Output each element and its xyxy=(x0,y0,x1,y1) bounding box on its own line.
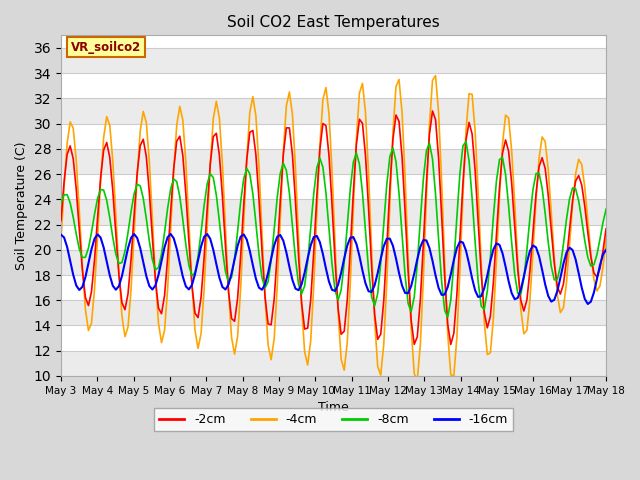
Title: Soil CO2 East Temperatures: Soil CO2 East Temperatures xyxy=(227,15,440,30)
Bar xyxy=(61,149,606,174)
Bar xyxy=(61,300,606,325)
Bar xyxy=(61,351,606,376)
Bar xyxy=(61,199,606,225)
Bar xyxy=(61,250,606,275)
Text: VR_soilco2: VR_soilco2 xyxy=(71,41,141,54)
Legend: -2cm, -4cm, -8cm, -16cm: -2cm, -4cm, -8cm, -16cm xyxy=(154,408,513,431)
Bar xyxy=(61,98,606,124)
X-axis label: Time: Time xyxy=(318,401,349,414)
Y-axis label: Soil Temperature (C): Soil Temperature (C) xyxy=(15,142,28,270)
Bar xyxy=(61,48,606,73)
